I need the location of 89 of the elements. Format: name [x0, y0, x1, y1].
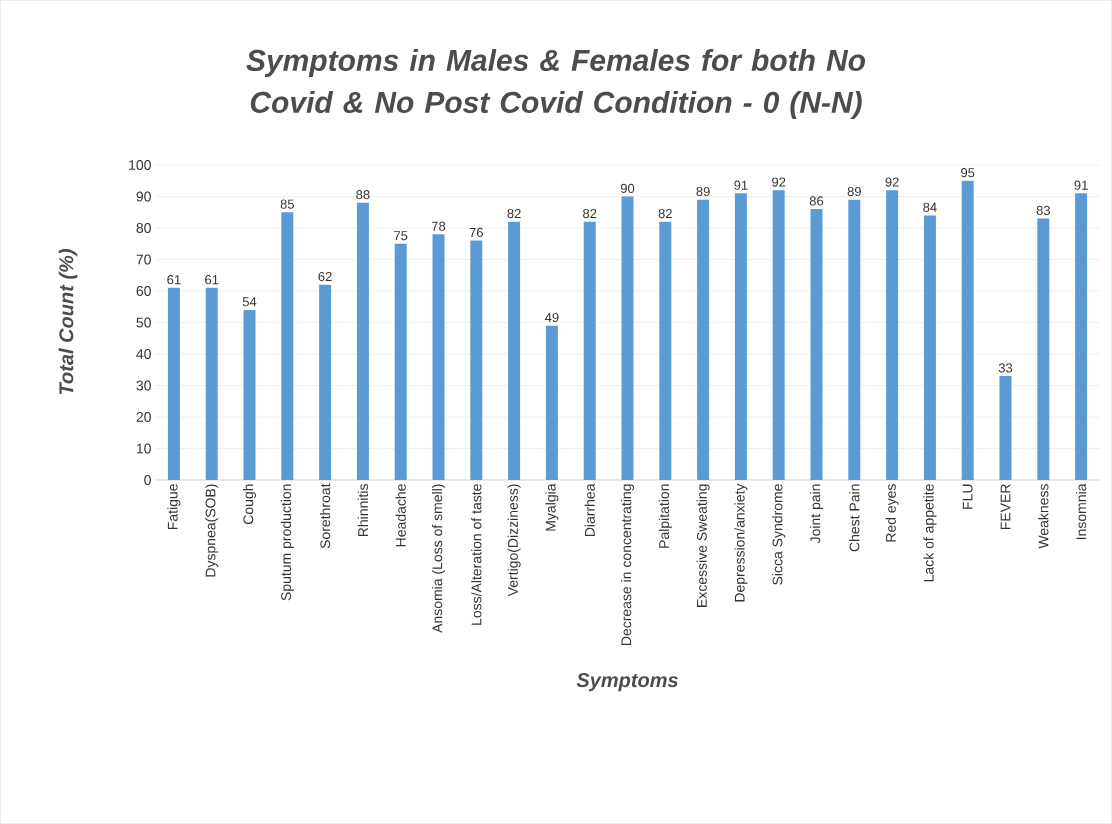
y-axis-title: Total Count (%)	[58, 249, 78, 395]
bar	[621, 196, 634, 480]
x-tick-label: Loss/Alteration of taste	[471, 484, 482, 625]
data-label: 61	[205, 275, 219, 285]
y-tick-label: 30	[136, 380, 151, 391]
bar	[772, 190, 785, 480]
bar	[697, 199, 710, 480]
data-label: 78	[431, 221, 446, 231]
y-tick-label: 0	[144, 475, 151, 485]
x-tick-label: FLU	[962, 484, 973, 509]
bar	[583, 221, 596, 480]
x-tick-label: Weakness	[1038, 484, 1049, 549]
data-label: 95	[961, 168, 975, 178]
y-tick-label: 20	[136, 412, 151, 422]
data-label: 62	[318, 271, 332, 282]
data-label: 92	[885, 177, 899, 187]
data-label: 89	[847, 186, 861, 197]
chart-title: Symptoms in Males & Females for both No Covid & No Post Covid Condition - 0 (N-N)	[246, 49, 866, 119]
bar	[432, 234, 445, 480]
bar	[848, 199, 861, 480]
bar	[167, 287, 180, 480]
y-tick-label: 60	[136, 286, 151, 296]
y-tick-label: 50	[136, 317, 151, 328]
data-label: 91	[1074, 180, 1088, 190]
x-tick-label: Dyspnea(SOB)	[205, 484, 219, 577]
data-label: 33	[998, 363, 1013, 373]
data-label: 84	[923, 202, 937, 212]
bar	[886, 190, 899, 480]
bar	[923, 215, 936, 480]
x-tick-label: Cough	[242, 484, 257, 525]
x-tick-label: Myalgia	[545, 483, 559, 531]
x-tick-label: Decrease in concentrating	[620, 484, 635, 646]
y-tick-label: 100	[129, 160, 151, 170]
bar	[659, 221, 672, 480]
bar	[508, 221, 521, 480]
x-tick-label: Red eyes	[885, 484, 899, 542]
bar	[205, 287, 218, 480]
data-label: 92	[772, 177, 786, 187]
data-label: 85	[280, 199, 294, 209]
bar	[734, 193, 747, 480]
x-tick-label: Vertigo(Dizziness)	[507, 484, 521, 597]
x-tick-label: Headache	[395, 484, 406, 547]
data-label: 75	[394, 231, 408, 241]
bar	[961, 180, 974, 480]
bar	[356, 202, 369, 480]
data-label: 49	[544, 312, 559, 323]
x-tick-label: Depression/anxiety	[734, 483, 748, 602]
x-tick-label: Lack of appetite	[923, 484, 937, 582]
data-label: 90	[620, 183, 635, 193]
data-label: 82	[583, 208, 597, 219]
x-tick-label: Sorethroat	[319, 483, 331, 549]
data-label: 91	[734, 180, 748, 190]
bar	[545, 325, 558, 480]
bar	[999, 376, 1012, 480]
y-tick-label: 10	[136, 443, 151, 454]
data-label: 83	[1036, 205, 1050, 216]
x-tick-label: Sputum production	[280, 484, 294, 601]
data-label: 54	[242, 297, 257, 307]
x-axis-title: Symptoms	[576, 673, 678, 692]
bar	[470, 240, 483, 480]
data-label: 61	[167, 275, 181, 285]
bar	[810, 209, 823, 480]
data-label: 76	[469, 227, 483, 238]
x-tick-label: Ansomia (Loss of smell)	[431, 484, 446, 633]
data-label: 82	[658, 208, 672, 219]
data-label: 88	[356, 190, 370, 200]
x-tick-label: Sicca Syndrome	[772, 484, 786, 585]
x-tick-label: Chest Pain	[849, 484, 860, 552]
x-tick-label: Joint pain	[809, 484, 824, 544]
bar	[281, 212, 294, 480]
y-tick-label: 70	[136, 254, 151, 265]
x-tick-label: Excessive Sweating	[696, 484, 710, 607]
data-label: 89	[696, 186, 710, 197]
x-tick-label: Palpitation	[658, 484, 672, 548]
bar	[1037, 218, 1050, 480]
bar	[394, 243, 407, 480]
x-tick-label: Diarrhea	[584, 483, 595, 537]
x-tick-label: Fatigue	[167, 484, 181, 530]
y-tick-label: 80	[136, 223, 151, 233]
x-tick-label: Insomnia	[1075, 483, 1087, 540]
x-tick-label: Rhinnitis	[357, 484, 369, 537]
bar	[1075, 193, 1088, 480]
x-tick-label: FEVER	[1000, 484, 1011, 530]
bar	[243, 309, 256, 480]
bar	[319, 284, 332, 480]
data-label: 82	[507, 208, 521, 219]
y-tick-label: 40	[136, 349, 151, 359]
data-label: 86	[809, 196, 824, 206]
y-tick-label: 90	[136, 191, 151, 202]
